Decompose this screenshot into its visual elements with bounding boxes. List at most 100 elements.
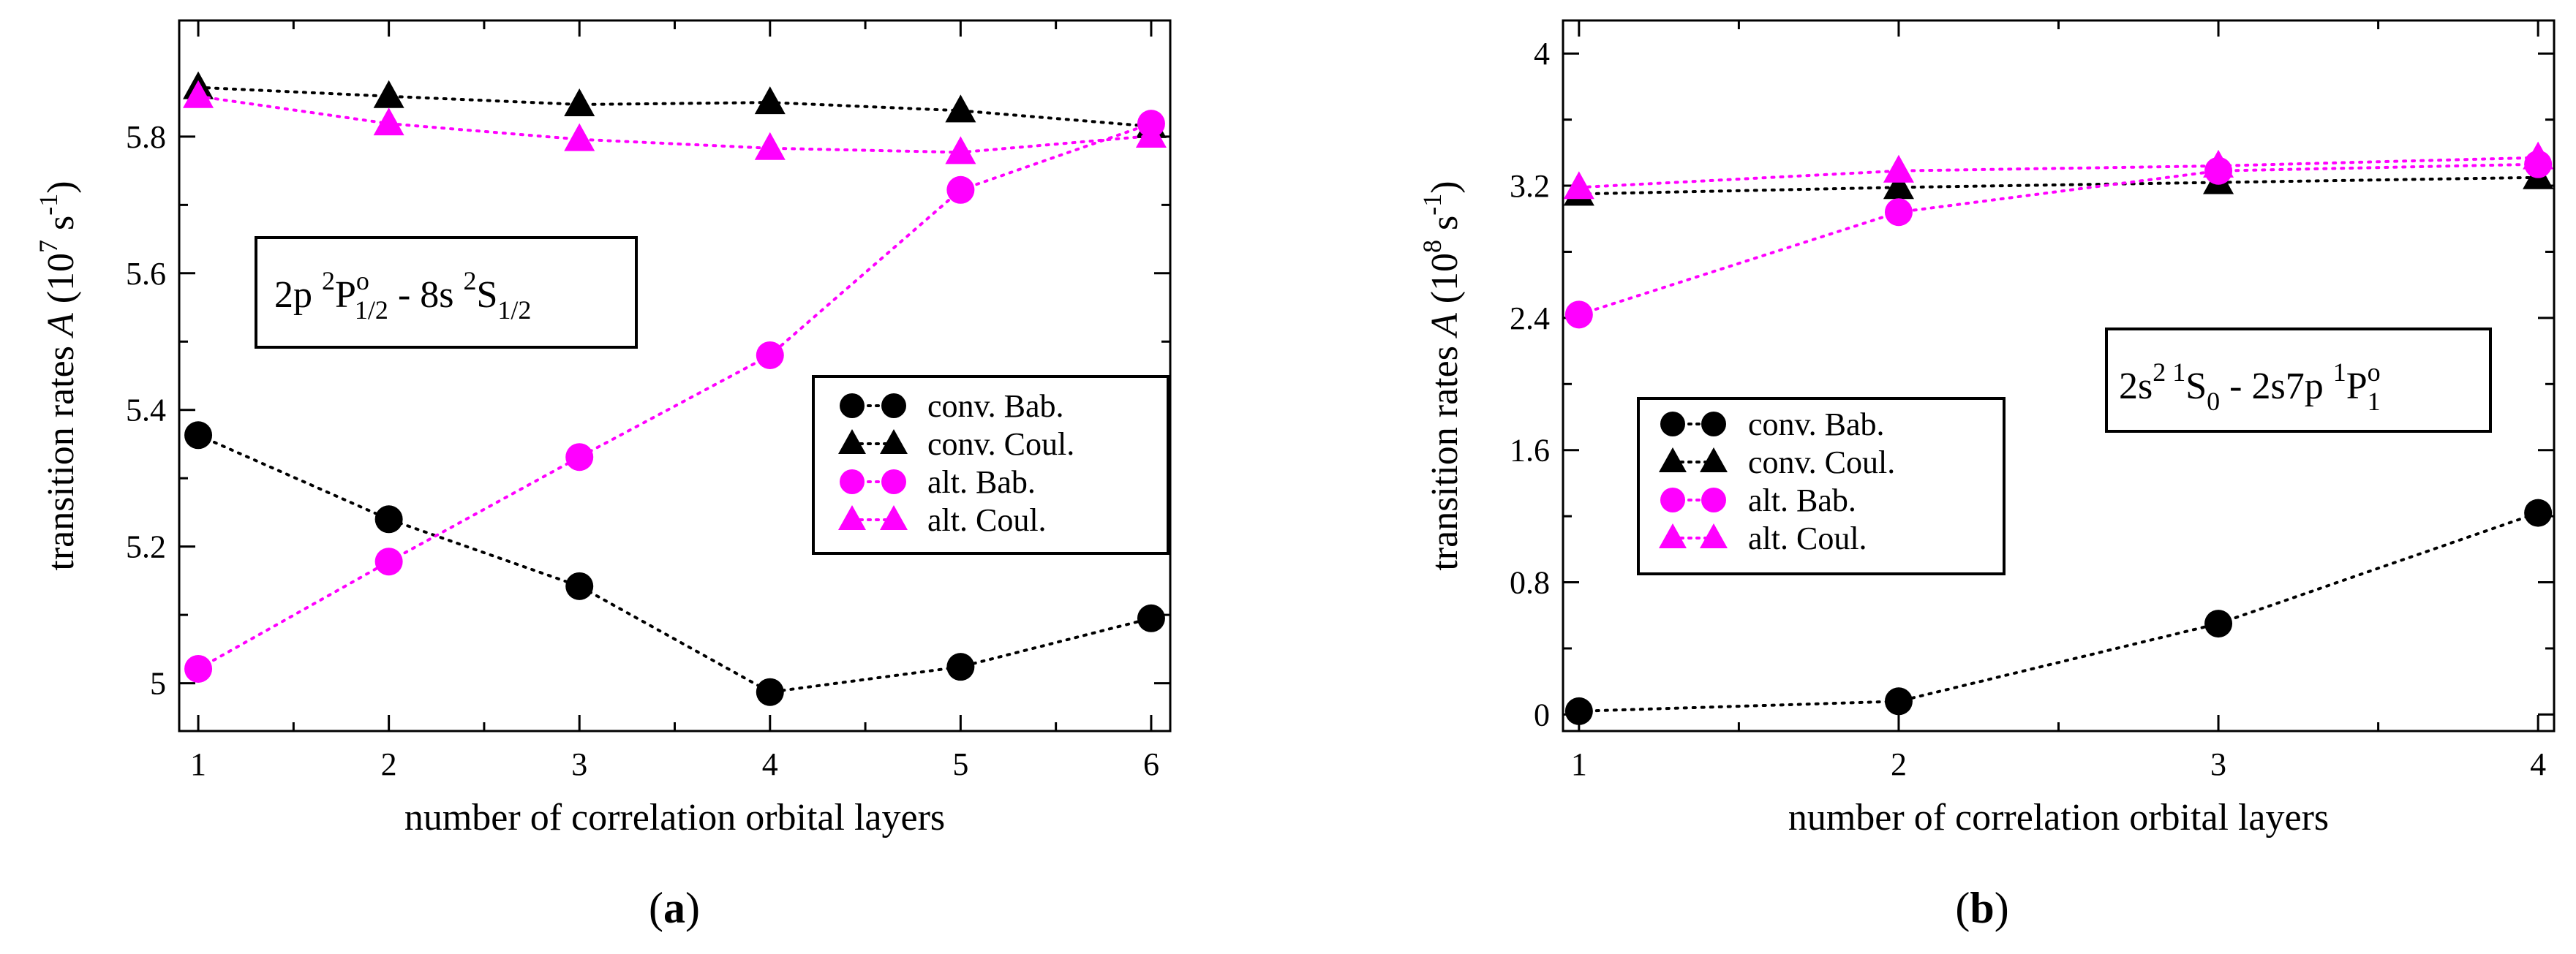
text-part: ( — [649, 884, 663, 932]
series-line-conv-coul- — [197, 86, 1153, 128]
legend-label: alt. Coul. — [927, 502, 1047, 538]
text-part: 0 — [2207, 387, 2220, 416]
data-point-alt-bab — [184, 654, 213, 683]
x-tick-label: 5 — [952, 746, 968, 782]
data-point-alt-coul — [183, 80, 214, 108]
text-part: ) — [1995, 884, 2009, 932]
data-point-conv-bab — [565, 572, 594, 600]
y-axis-label: transition rates A (108 s-1) — [1417, 181, 1466, 570]
text-part: 2 — [322, 266, 335, 295]
text-part: 1/2 — [497, 295, 531, 325]
legend-label: conv. Coul. — [927, 426, 1074, 462]
y-tick-label: 5.6 — [126, 256, 166, 292]
y-tick-label: 0 — [1534, 697, 1550, 732]
data-point-alt-coul — [373, 107, 404, 136]
legend-marker-triangle — [838, 429, 866, 454]
data-point-alt-coul — [1883, 154, 1914, 183]
legend-marker-triangle — [1659, 523, 1687, 548]
panel-caption: (a) — [649, 884, 700, 932]
legend-box — [812, 375, 1170, 555]
legend-marker-triangle — [1659, 447, 1687, 472]
legend-marker-triangle — [1700, 447, 1728, 472]
legend-marker-circle — [1701, 412, 1726, 436]
data-point-alt-coul — [2523, 141, 2554, 170]
data-point-conv-bab — [184, 421, 213, 450]
y-tick-label: 0.8 — [1510, 565, 1550, 601]
x-tick-label: 4 — [2530, 746, 2546, 782]
legend-marker-triangle — [880, 429, 908, 454]
x-tick-label: 4 — [762, 746, 778, 782]
legend-label: conv. Bab. — [927, 388, 1064, 424]
text-part: s — [40, 216, 82, 240]
legend-label: alt. Bab. — [927, 464, 1036, 500]
text-part: ( — [1955, 884, 1970, 932]
chart-panel-a: 1 2 3 4 5 6 5 5.2 5.4 5.6 5.8 number of correlation… — [34, 19, 1172, 932]
data-point-conv-coul — [754, 86, 786, 115]
legend-marker-triangle — [838, 505, 866, 530]
text-part: S — [2185, 366, 2207, 407]
data-point-alt-bab — [374, 548, 403, 576]
x-tick-label: 1 — [190, 746, 206, 782]
series-line-alt-coul- — [197, 94, 1153, 154]
data-point-conv-bab — [1137, 604, 1165, 632]
data-point-conv-bab — [2524, 499, 2553, 527]
legend-label: conv. Bab. — [1748, 406, 1885, 442]
text-part: 8 — [1417, 240, 1447, 253]
text-part: transition rates — [40, 336, 82, 571]
data-point-conv-coul — [564, 88, 595, 116]
y-tick-label: 2.4 — [1510, 300, 1550, 336]
text-part: ) — [685, 884, 700, 932]
text-part: 2s — [2119, 366, 2153, 407]
legend-marker-circle — [840, 393, 865, 418]
annotation-text: 2p 2Po 1/2 - 8s 2S1/2 — [274, 266, 531, 325]
series-line-conv-bab- — [1577, 511, 2540, 713]
y-tick-label: 5.4 — [126, 393, 166, 428]
y-tick-label: 1.6 — [1510, 433, 1550, 469]
text-part: ) — [1424, 181, 1466, 193]
series-line-conv-bab- — [197, 434, 1153, 694]
y-tick-label: 4 — [1534, 36, 1550, 72]
y-tick-label: 5 — [150, 666, 166, 702]
data-point-conv-coul — [373, 80, 404, 108]
data-point-alt-coul — [945, 136, 976, 164]
data-point-alt-bab — [1884, 198, 1913, 227]
legend-marker-circle — [881, 393, 906, 418]
series-line-conv-coul- — [1577, 175, 2540, 196]
legend-label: alt. Coul. — [1748, 520, 1867, 556]
text-part: S — [477, 274, 498, 316]
data-point-conv-bab — [946, 653, 975, 681]
panel-caption-letter: b — [1970, 884, 1994, 932]
y-axis-symbol: A — [40, 313, 82, 338]
text-part: (10 — [1424, 253, 1466, 313]
y-axis-label: transition rates A (107 s-1) — [34, 181, 82, 570]
x-axis-label: number of correlation orbital layers — [404, 797, 945, 838]
text-part: o — [356, 266, 369, 295]
text-part: -1 — [1417, 194, 1447, 216]
text-part: ) — [40, 181, 82, 193]
legend-marker-circle — [1701, 488, 1726, 512]
annotation-box — [255, 236, 638, 349]
data-point-alt-coul — [564, 123, 595, 151]
text-part: 2 1 — [2153, 357, 2185, 387]
legend-label: alt. Bab. — [1748, 482, 1856, 518]
series-line-alt-coul- — [1577, 156, 2540, 189]
data-point-alt-bab — [565, 443, 594, 472]
legend-marker-circle — [1660, 412, 1685, 436]
x-tick-label: 2 — [381, 746, 397, 782]
text-part: 2p — [274, 274, 322, 316]
text-part: 2 — [464, 266, 477, 295]
legend-marker-triangle — [1700, 523, 1728, 548]
data-point-conv-coul — [1883, 171, 1914, 200]
data-point-alt-coul — [1135, 119, 1167, 148]
data-point-alt-bab — [1564, 300, 1593, 329]
x-tick-label: 2 — [1891, 746, 1907, 782]
x-tick-label: 3 — [2210, 746, 2226, 782]
x-tick-label: 1 — [1571, 746, 1587, 782]
text-part: 1/2 — [355, 295, 388, 325]
text-part: 7 — [34, 240, 63, 253]
legend-marker-circle — [840, 469, 865, 494]
data-point-conv-bab — [1884, 687, 1913, 716]
legend-label: conv. Coul. — [1748, 444, 1895, 480]
legend-box — [1637, 397, 2006, 575]
